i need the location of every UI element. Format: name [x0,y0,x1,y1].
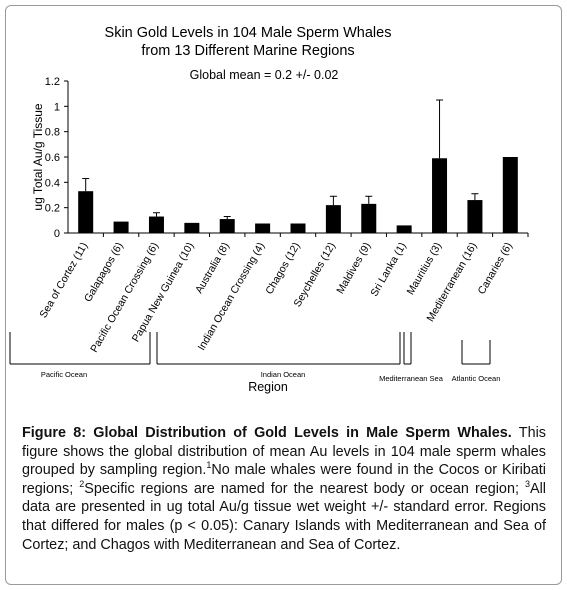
caption-footnote-1: 1 [206,460,212,471]
caption-text-1: This figure shows the global distributio… [22,425,546,479]
y-tick-label: 0.4 [45,177,60,189]
y-tick-label: 0.6 [45,152,60,164]
y-tick-label: 0.8 [45,127,60,139]
caption-footnote-2: 2 [79,478,85,489]
x-tick-label: Papua New Guinea (10) [130,241,197,345]
region-groups: Pacific Ocean Indian Ocean Mediterranean S… [9,332,501,383]
chart-title-line-2: from 13 Different Marine Regions [141,43,354,59]
y-tick-label: 0.2 [45,203,60,215]
x-tick-label: Chagos (12) [263,241,302,297]
caption-footnote-3: 3 [524,478,530,489]
region-group-label: Pacific Ocean [41,370,87,379]
x-tick-label: Indian Ocean Crossing (4) [196,241,268,353]
x-tick-label: Sri Lanka (1) [368,241,408,299]
bar [78,191,94,233]
caption-title: Figure 8: Global Distribution of Gold Le… [22,425,512,441]
caption-text-2: No male whales were found in the Cocos o… [22,462,546,497]
region-group-label: Atlantic Ocean [452,374,501,383]
bar [184,222,200,233]
bar [396,225,412,233]
x-tick-label: Maldives (9) [334,241,373,297]
y-tick-label: 1 [54,101,60,113]
y-tick-label: 0 [54,228,60,240]
global-mean-annotation: Global mean = 0.2 +/- 0.02 [190,68,339,82]
figure-caption: Figure 8: Global Distribution of Gold Le… [22,424,546,554]
bar [148,216,164,233]
y-axis-label: ug Total Au/g Tissue [31,103,45,211]
x-tick-label: Australia (8) [193,241,232,296]
bar [467,200,483,233]
bar [290,223,306,233]
bar [502,157,518,233]
bar-chart: Skin Gold Levels in 104 Male Sperm Whale… [9,25,529,394]
bar [255,223,271,233]
region-group-label: Mediterranean Sea [379,374,444,383]
bar [432,158,448,233]
x-axis-label: Region [248,380,288,394]
bar [113,221,129,233]
x-tick-label: Sea of Cortez (11) [37,241,90,321]
caption-text-4: All data are presented in ug total Au/g … [22,480,546,553]
region-group-label: Indian Ocean [261,370,306,379]
bar [361,203,377,233]
chart-title-line-1: Skin Gold Levels in 104 Male Sperm Whale… [105,25,392,41]
caption-text-3: Specific regions are named for the neare… [84,480,525,497]
y-tick-label: 1.2 [45,76,60,88]
figure-frame [5,5,562,585]
bar [325,205,341,233]
x-tick-label: Canaries (6) [476,241,515,297]
bar [219,219,235,233]
x-tick-label: Mauritius (3) [405,241,445,298]
